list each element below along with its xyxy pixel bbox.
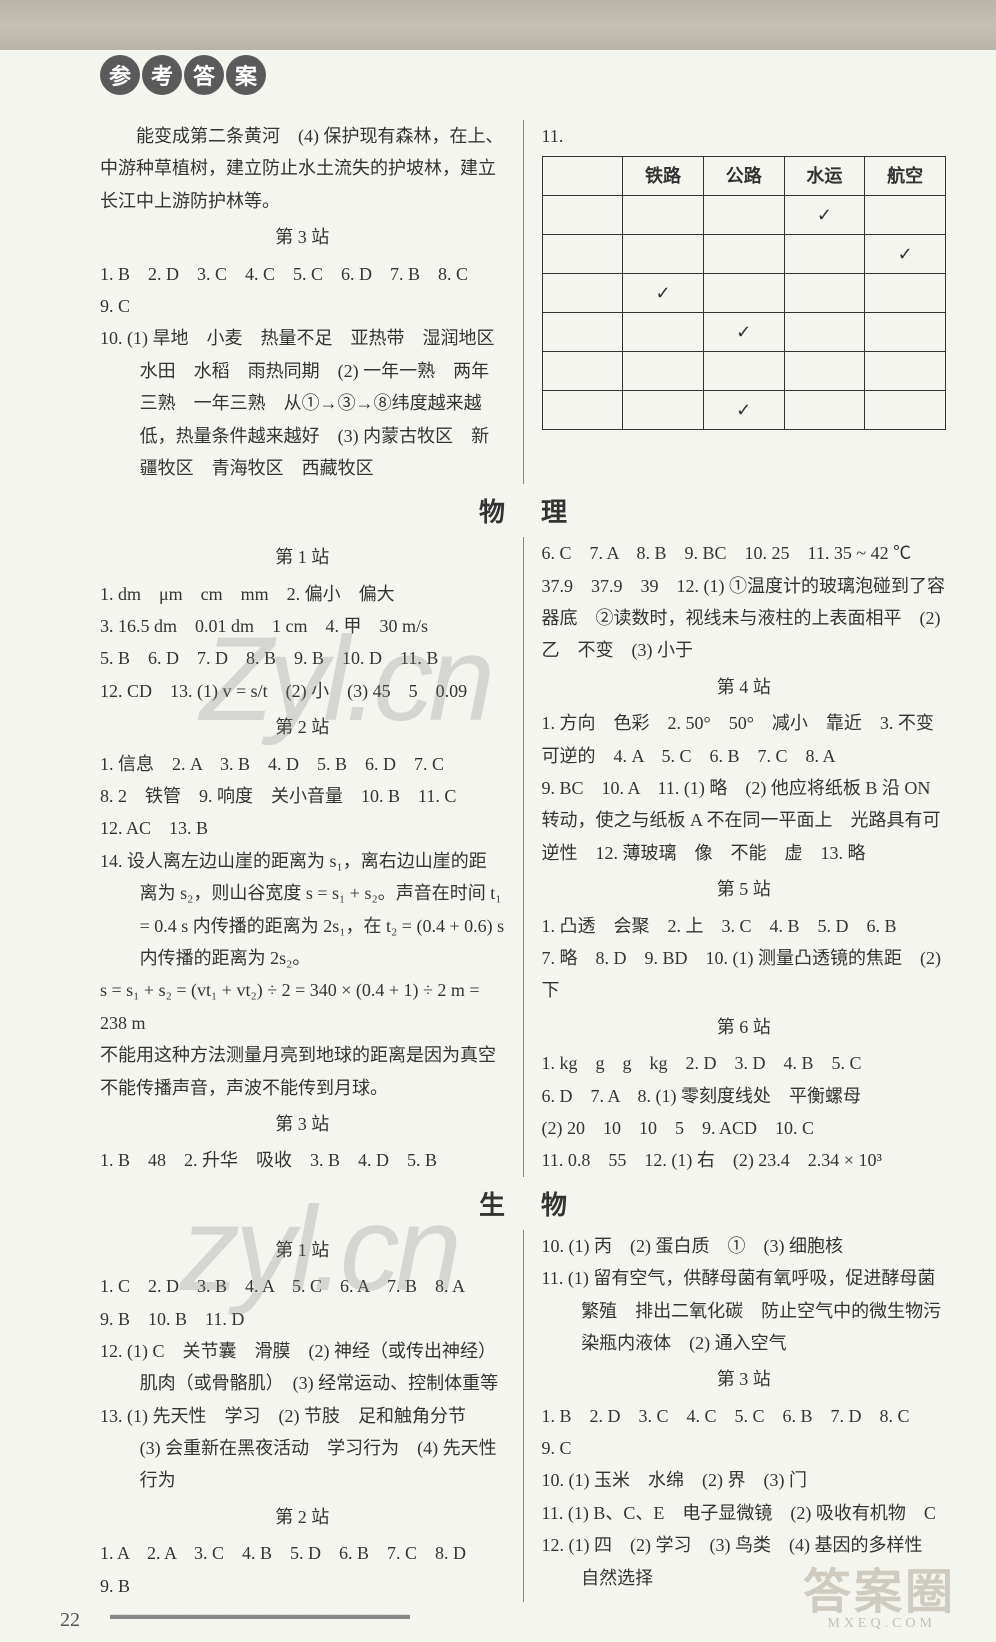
bio-s3-title: 第 3 站	[542, 1363, 947, 1395]
bio-s3-2: 9. C	[542, 1432, 947, 1464]
physics-heading: 物 理	[100, 492, 946, 529]
phy-s2-title: 第 2 站	[100, 711, 505, 743]
bio-right: 10. (1) 丙 (2) 蛋白质 ① (3) 细胞核 11. (1) 留有空气…	[524, 1230, 947, 1602]
bio-s1-title: 第 1 站	[100, 1234, 505, 1266]
bio-s1-3: 12. (1) C 关节囊 滑膜 (2) 神经（或传出神经） 肌肉（或骨骼肌） …	[100, 1335, 505, 1400]
phy-s6-title: 第 6 站	[542, 1011, 947, 1043]
geo-s3-l3: 10. (1) 旱地 小麦 热量不足 亚热带 湿润地区 水田 水稻 雨热同期 (…	[100, 322, 505, 484]
phy-s1-2: 3. 16.5 dm 0.01 dm 1 cm 4. 甲 30 m/s	[100, 610, 505, 642]
phy-s4-title: 第 4 站	[542, 671, 947, 703]
table-row: ✓	[542, 391, 946, 430]
bio-r2: 11. (1) 留有空气，供酵母菌有氧呼吸，促进酵母菌繁殖 排出二氧化碳 防止空…	[542, 1262, 947, 1359]
phy-s1-3: 5. B 6. D 7. D 8. B 9. B 10. D 11. B	[100, 642, 505, 674]
phy-s2-3: 12. AC 13. B	[100, 812, 505, 844]
header-band	[0, 0, 996, 50]
th-air: 航空	[865, 157, 946, 196]
phy-s4-2: 9. BC 10. A 11. (1) 略 (2) 他应将纸板 B 沿 ON 转…	[542, 772, 947, 869]
phy-s3-title: 第 3 站	[100, 1108, 505, 1140]
table-row: ✓	[542, 196, 946, 235]
geo-s3-title: 第 3 站	[100, 221, 505, 253]
page-content: Zyl.cn zyl.cn 能变成第二条黄河 (4) 保护现有森林，在上、中游种…	[0, 50, 996, 1642]
bio-left: 第 1 站 1. C 2. D 3. B 4. A 5. C 6. A 7. B…	[100, 1230, 524, 1602]
th-water: 水运	[784, 157, 865, 196]
phy-s1-4: 12. CD 13. (1) v = s/t (2) 小 (3) 45 5 0.…	[100, 675, 505, 707]
geo-s3-l1: 1. B 2. D 3. C 4. C 5. C 6. D 7. B 8. C	[100, 258, 505, 290]
bio-r: 物	[523, 1185, 946, 1222]
bio-s3-3: 10. (1) 玉米 水绵 (2) 界 (3) 门	[542, 1464, 947, 1496]
phy-s1-1: 1. dm μm cm mm 2. 偏小 偏大	[100, 578, 505, 610]
bio-s2-1: 1. A 2. A 3. C 4. B 5. D 6. B 7. C 8. D	[100, 1537, 505, 1569]
phy-s2-2: 8. 2 铁管 9. 响度 关小音量 10. B 11. C	[100, 780, 505, 812]
phy-r1: 6. C 7. A 8. B 9. BC 10. 25 11. 35 ~ 42 …	[542, 537, 947, 667]
phy-s3-1: 1. B 48 2. 升华 吸收 3. B 4. D 5. B	[100, 1144, 505, 1176]
phy-s6-1: 1. kg g g kg 2. D 3. D 4. B 5. C	[542, 1047, 947, 1079]
biology-section: 第 1 站 1. C 2. D 3. B 4. A 5. C 6. A 7. B…	[100, 1230, 946, 1602]
footer-dashes: ▬▬▬▬▬▬▬▬▬▬▬▬▬▬▬▬▬▬▬▬▬▬▬	[110, 1608, 409, 1624]
bio-s2-2: 9. B	[100, 1570, 505, 1602]
phy-right: 6. C 7. A 8. B 9. BC 10. 25 11. 35 ~ 42 …	[524, 537, 947, 1176]
geo-s3-l2: 9. C	[100, 290, 505, 322]
phy-s6-2: 6. D 7. A 8. (1) 零刻度线处 平衡螺母	[542, 1080, 947, 1112]
phy-s1-title: 第 1 站	[100, 541, 505, 573]
table-row: ✓	[542, 235, 946, 274]
phy-s5-2: 7. 略 8. D 9. BD 10. (1) 测量凸透镜的焦距 (2) 下	[542, 942, 947, 1007]
bio-l: 生	[100, 1185, 523, 1222]
phy-s6-4: 11. 0.8 55 12. (1) 右 (2) 23.4 2.34 × 10³	[542, 1144, 947, 1176]
phy-s5-title: 第 5 站	[542, 873, 947, 905]
phy-s2-1: 1. 信息 2. A 3. B 4. D 5. B 6. D 7. C	[100, 748, 505, 780]
th-blank	[542, 157, 623, 196]
bio-s1-4: 13. (1) 先天性 学习 (2) 节肢 足和触角分节 (3) 会重新在黑夜活…	[100, 1400, 505, 1497]
th-road: 公路	[703, 157, 784, 196]
table-row	[542, 352, 946, 391]
table-row: ✓	[542, 313, 946, 352]
geo-p1: 能变成第二条黄河 (4) 保护现有森林，在上、中游种草植树，建立防止水土流失的护…	[100, 120, 505, 217]
transport-table: 铁路 公路 水运 航空 ✓ ✓ ✓ ✓ ✓	[542, 156, 947, 430]
phy-r: 理	[523, 492, 946, 529]
bio-s2-title: 第 2 站	[100, 1501, 505, 1533]
biology-heading: 生 物	[100, 1185, 946, 1222]
table-label: 11.	[542, 120, 947, 152]
th-rail: 铁路	[623, 157, 704, 196]
bio-s3-1: 1. B 2. D 3. C 4. C 5. C 6. B 7. D 8. C	[542, 1400, 947, 1432]
geo-right: 11. 铁路 公路 水运 航空 ✓ ✓ ✓ ✓ ✓	[524, 120, 947, 484]
footer-watermark: 答案圈	[803, 1552, 956, 1622]
geo-section: 能变成第二条黄河 (4) 保护现有森林，在上、中游种草植树，建立防止水土流失的护…	[100, 120, 946, 484]
phy-s2-6: 不能用这种方法测量月亮到地球的距离是因为真空不能传播声音，声波不能传到月球。	[100, 1039, 505, 1104]
phy-l: 物	[100, 492, 523, 529]
bio-r1: 10. (1) 丙 (2) 蛋白质 ① (3) 细胞核	[542, 1230, 947, 1262]
phy-s4-1: 1. 方向 色彩 2. 50° 50° 减小 靠近 3. 不变 可逆的 4. A…	[542, 707, 947, 772]
bio-s3-4: 11. (1) B、C、E 电子显微镜 (2) 吸收有机物 C	[542, 1497, 947, 1529]
phy-s2-5: s = s₁ + s₂ = (vt₁ + vt₂) ÷ 2 = 340 × (0…	[100, 974, 505, 1039]
bio-s1-2: 9. B 10. B 11. D	[100, 1303, 505, 1335]
phy-left: 第 1 站 1. dm μm cm mm 2. 偏小 偏大 3. 16.5 dm…	[100, 537, 524, 1176]
phy-s6-3: (2) 20 10 10 5 9. ACD 10. C	[542, 1112, 947, 1144]
physics-section: 第 1 站 1. dm μm cm mm 2. 偏小 偏大 3. 16.5 dm…	[100, 537, 946, 1176]
footer-sub: MXEQ.COM	[827, 1616, 936, 1632]
page-number: 22	[60, 1609, 80, 1632]
phy-s5-1: 1. 凸透 会聚 2. 上 3. C 4. B 5. D 6. B	[542, 910, 947, 942]
geo-left: 能变成第二条黄河 (4) 保护现有森林，在上、中游种草植树，建立防止水土流失的护…	[100, 120, 524, 484]
table-row: ✓	[542, 274, 946, 313]
phy-s2-4: 14. 设人离左边山崖的距离为 s₁，离右边山崖的距离为 s₂，则山谷宽度 s …	[100, 845, 505, 975]
bio-s1-1: 1. C 2. D 3. B 4. A 5. C 6. A 7. B 8. A	[100, 1270, 505, 1302]
